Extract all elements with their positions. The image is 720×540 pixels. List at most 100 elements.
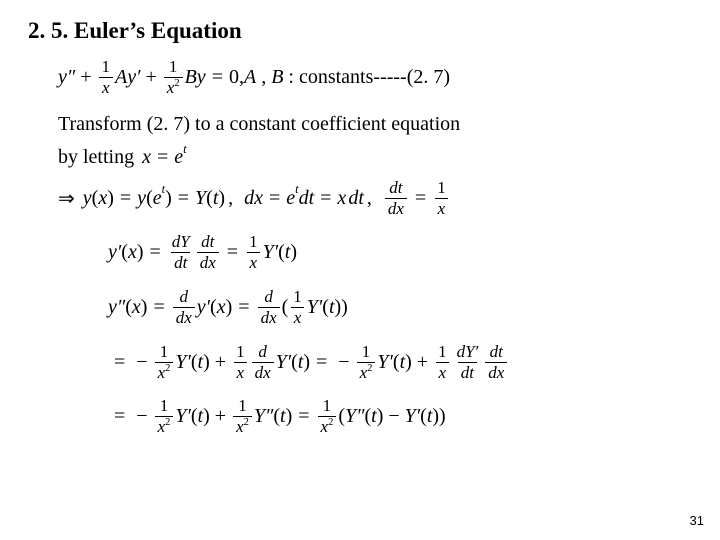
num-1: 1 [99,58,114,77]
num-dt: dt [386,179,405,198]
by-letting-line: by letting x = et [58,146,692,169]
denxc: x [291,307,305,327]
frac-1-over-x: 1 x [99,58,114,97]
denxg: x [436,362,450,382]
frac-1-x-b: 1 x [246,233,261,272]
plus-2: + [140,66,161,89]
e2: e [286,187,295,210]
Ypp1: Y″ [254,405,273,428]
min3: − [131,405,152,428]
numd3: d [255,343,270,362]
B-txt: B [271,66,283,88]
frac-1-x-d: 1 x [233,343,248,382]
dendt2: dt [458,362,477,382]
by-letting-text: by letting [58,146,142,169]
eq2a: = [144,241,167,264]
constants-text: A , B : constants [244,66,373,89]
num-1b: 1 [166,58,181,77]
yp2: y′ [197,296,210,319]
eq4a: = [108,351,131,374]
Yp1: Y′ [263,241,279,264]
Ypp2: Y″ [345,405,364,428]
num1i: 1 [235,397,250,416]
dendx3: dx [173,307,195,327]
transform-span: Transform (2. 7) to a constant coefficie… [58,113,460,136]
texp1: t [162,182,165,197]
denxj: x [321,417,329,436]
e1: e [153,187,162,210]
B: B [185,66,197,89]
numYp: Y′ [465,342,478,361]
ypp: y″ [58,66,75,89]
x5: x [217,296,226,319]
x1: x [98,187,107,210]
dt2: dt [346,187,364,210]
implies-line-1: ⇒ y(x) = y(et) = Y(t) , dx = etdt = xdt … [58,179,692,218]
yp1: y′ [108,241,121,264]
c1: , [225,187,239,210]
min4: − [383,405,404,428]
frac-1-x2-b: 1 x2 [357,343,376,382]
Yp3: Y′ [175,351,191,374]
frac-1-x2-c: 1 x2 [155,397,174,436]
denxd: x [158,363,166,382]
frac-1-x2-d: 1 x2 [233,397,252,436]
frac-1-x-c: 1 x [290,288,305,327]
eq5a: = [108,405,131,428]
equation-2-7: y″ + 1 x A y′ + 1 x2 B y = 0 , A , B : c… [58,58,692,97]
num1a: 1 [434,179,449,198]
denxf: x [360,363,368,382]
numd1: d [177,288,192,307]
numd4: d [457,342,466,361]
x2: x [337,187,346,210]
num1g: 1 [435,343,450,362]
num1e: 1 [233,343,248,362]
ypp-line-1: y″(x) = d dx y′(x) = d dx ( 1 x Y′(t)) [108,288,692,327]
A-txt: A [244,66,256,88]
frac-1-x2-e: 1 x2 [318,397,337,436]
Yp2: Y′ [307,296,323,319]
x-let: x [142,146,151,169]
implies-icon: ⇒ [58,186,83,211]
frac-1-over-x2: 1 x2 [164,58,183,97]
frac-d-dx-2: d dx [258,288,280,327]
denxh: x [158,417,166,436]
frac-dt-dx-2: dt dx [197,233,219,272]
dt1: dt [299,187,315,210]
ypp2: y″ [108,296,125,319]
Y1: Y [195,187,206,210]
frac-dt-dx: dt dx [385,179,407,218]
ypp-line-3: = − 1 x2 Y′(t) + 1 x2 Y″(t) = 1 x2 (Y″(t… [108,397,692,436]
x3: x [128,241,137,264]
numdt2: dt [198,233,217,252]
yprime-line: y′(x) = dY dt dt dx = 1 x Y′(t) [108,233,692,272]
num1d: 1 [157,343,172,362]
y: y [197,66,206,89]
eq-let: = [151,146,174,169]
equals-1: = [206,66,229,89]
numdt3: dt [487,343,506,362]
dx1: dx [244,187,263,210]
num1c: 1 [290,288,305,307]
ypp-line-2: = − 1 x2 Y′(t) + 1 x d dx Y′(t) = − 1 x2 [108,343,692,382]
eq2b: = [221,241,244,264]
c2: , [364,187,378,210]
Yp7: Y′ [405,405,421,428]
denxe: x [234,362,248,382]
eq1e: = [409,187,432,210]
frac-dY-dt: dY dt [169,233,193,272]
frac-1-x-a: 1 x [434,179,449,218]
min1: − [131,351,152,374]
A: A [115,66,127,89]
texp2: t [295,182,298,197]
dendx2: dx [197,252,219,272]
Yp6: Y′ [175,405,191,428]
eq1c: = [263,187,286,210]
eq3b: = [232,296,255,319]
eq3a: = [147,296,170,319]
eq1d: = [314,187,337,210]
denxb: x [247,252,261,272]
num1h: 1 [157,397,172,416]
eq1a: = [114,187,137,210]
page-number: 31 [690,513,704,528]
